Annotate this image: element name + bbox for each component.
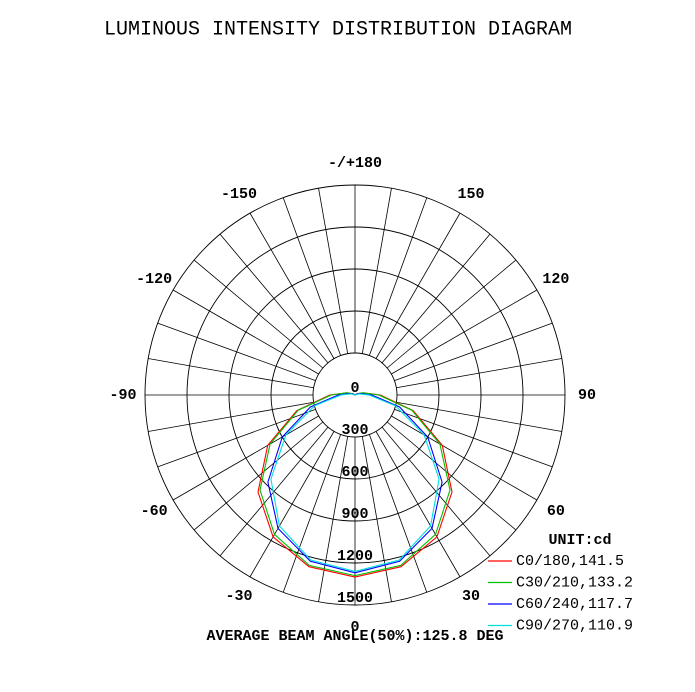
series-line bbox=[259, 392, 451, 577]
angle-tick-label: 30 bbox=[462, 588, 480, 605]
r-tick-label: 300 bbox=[341, 422, 368, 439]
legend-label: C90/270,110.9 bbox=[516, 617, 633, 634]
angle-tick-label: -30 bbox=[225, 588, 252, 605]
angle-tick-label: -150 bbox=[221, 186, 257, 203]
r-tick-label: 0 bbox=[350, 380, 359, 397]
angle-tick-label: -/+180 bbox=[328, 155, 382, 172]
series-line bbox=[267, 393, 443, 574]
series-line bbox=[270, 393, 440, 572]
angle-tick-label: 120 bbox=[542, 271, 569, 288]
legend-label: C0/180,141.5 bbox=[516, 553, 624, 570]
footer: AVERAGE BEAM ANGLE(50%):125.8 DEG bbox=[206, 628, 503, 645]
angle-tick-label: -60 bbox=[141, 503, 168, 520]
r-tick-label: 1500 bbox=[337, 590, 373, 607]
unit-label: UNIT:cd bbox=[548, 532, 611, 549]
r-tick-label: 900 bbox=[341, 506, 368, 523]
grid-ring bbox=[228, 268, 482, 522]
angle-tick-label: 90 bbox=[578, 387, 596, 404]
angle-tick-label: 150 bbox=[457, 186, 484, 203]
r-tick-label: 600 bbox=[341, 464, 368, 481]
angle-tick-label: 0 bbox=[350, 619, 359, 636]
r-tick-label: 1200 bbox=[337, 548, 373, 565]
chart-title: LUMINOUS INTENSITY DISTRIBUTION DIAGRAM bbox=[104, 18, 572, 41]
series-line bbox=[257, 392, 453, 578]
grid-ring bbox=[186, 226, 524, 564]
angle-tick-label: -120 bbox=[136, 271, 172, 288]
angle-tick-label: 60 bbox=[547, 503, 565, 520]
angle-tick-label: -90 bbox=[109, 387, 136, 404]
legend-label: C30/210,133.2 bbox=[516, 574, 633, 591]
grid-ring bbox=[144, 184, 566, 606]
grid-ring bbox=[270, 310, 440, 480]
grid-ring bbox=[312, 352, 398, 438]
legend-label: C60/240,117.7 bbox=[516, 596, 633, 613]
